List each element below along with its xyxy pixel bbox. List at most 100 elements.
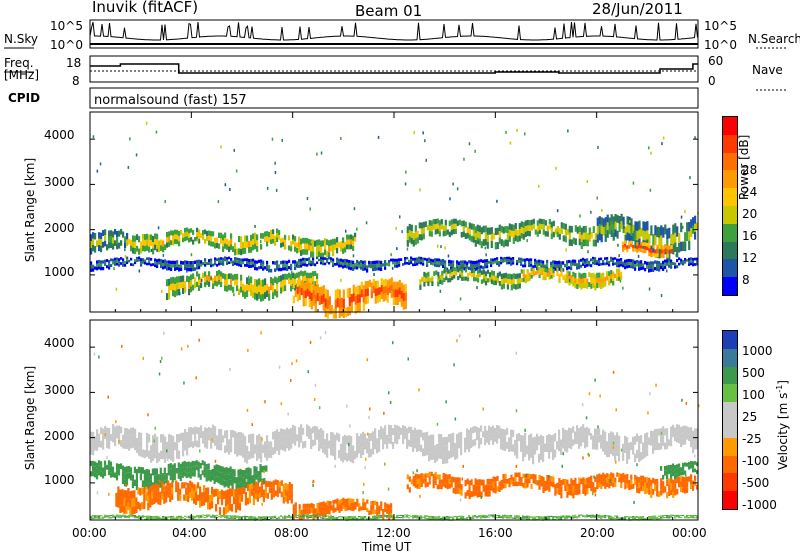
power-cell	[656, 267, 659, 271]
velocity-cell	[245, 474, 248, 482]
velocity-cell	[476, 516, 479, 518]
power-cell	[668, 261, 671, 265]
power-cell	[526, 258, 529, 261]
velocity-cell	[442, 517, 445, 520]
power-cell	[402, 301, 405, 310]
velocity-cell	[232, 516, 235, 518]
power-cell	[452, 223, 455, 229]
velocity-noise	[588, 392, 591, 396]
velocity-cell	[608, 515, 611, 517]
velocity-cell	[212, 515, 215, 517]
velocity-cell	[296, 517, 299, 519]
power-cell	[522, 269, 525, 274]
power-cell	[632, 224, 635, 233]
velocity-cell	[500, 442, 503, 450]
power-cell	[348, 306, 351, 316]
velocity-cell	[215, 476, 218, 483]
velocity-noise	[158, 372, 161, 376]
velocity-cell	[322, 517, 325, 519]
power-cell	[672, 234, 675, 245]
power-noise	[127, 165, 130, 169]
velocity-cell	[310, 516, 313, 518]
velocity-noise	[615, 460, 617, 464]
velocity-cell	[582, 430, 585, 437]
velocity-cell	[514, 447, 517, 456]
velocity-cell	[472, 484, 475, 491]
velocity-cell	[380, 426, 383, 433]
velocity-cell	[372, 509, 375, 515]
power-cell	[654, 267, 657, 271]
velocity-cell	[490, 515, 493, 517]
velocity-cell	[274, 517, 277, 519]
velocity-cell	[278, 517, 281, 519]
power-cell	[210, 264, 213, 268]
velocity-cell	[396, 517, 399, 519]
power-cell	[292, 239, 295, 245]
velocity-cell	[692, 430, 695, 439]
sky-tick-top: 10^5	[50, 19, 83, 33]
velocity-cell	[660, 516, 663, 518]
velocity-cell	[676, 488, 679, 495]
power-cell	[356, 259, 359, 264]
velocity-colorbar-label: Velocity [m s-1]	[775, 380, 790, 470]
power-cell	[222, 260, 225, 263]
velocity-cell	[644, 449, 647, 458]
velocity-cell	[532, 473, 535, 479]
velocity-cell	[686, 462, 689, 467]
velocity-cell	[164, 517, 167, 519]
velocity-cell	[522, 516, 525, 518]
velocity-cell	[382, 428, 385, 436]
power-cell	[512, 224, 515, 231]
power-cell	[546, 225, 549, 232]
velocity-cell	[522, 515, 525, 517]
velocity-cell	[221, 479, 224, 486]
velocity-cell	[272, 517, 275, 519]
power-cell	[354, 286, 357, 296]
power-cell	[692, 260, 695, 264]
velocity-cell	[380, 517, 383, 519]
velocity-cell	[604, 439, 607, 447]
velocity-cell	[598, 478, 601, 483]
power-cell	[412, 257, 415, 261]
velocity-noise	[562, 452, 564, 456]
velocity-cell	[180, 432, 183, 441]
velocity-cell	[478, 479, 481, 486]
power-noise	[396, 247, 398, 251]
velocity-cell	[215, 488, 218, 497]
velocity-cell	[628, 480, 631, 485]
power-cell	[174, 234, 177, 240]
velocity-cell	[145, 475, 148, 483]
velocity-cell	[494, 487, 497, 494]
power-cell	[564, 263, 567, 268]
power-cell	[268, 237, 271, 243]
velocity-cell	[646, 482, 649, 488]
velocity-cell	[111, 466, 115, 472]
power-cell	[230, 258, 233, 261]
velocity-cell	[238, 432, 241, 440]
velocity-cell	[308, 515, 311, 517]
velocity-cell	[188, 434, 191, 442]
freq-tick-8: 8	[72, 74, 80, 88]
velocity-cell	[242, 441, 245, 450]
power-cell	[618, 264, 621, 268]
velocity-cell	[125, 479, 129, 486]
power-cell	[200, 260, 203, 264]
velocity-cell	[117, 500, 120, 508]
power-cell	[398, 264, 401, 267]
power-cell	[370, 264, 373, 269]
power-cell	[314, 303, 317, 313]
power-noise	[320, 151, 323, 155]
velocity-cell	[220, 515, 223, 517]
velocity-cell	[201, 470, 204, 476]
velocity-cell	[103, 465, 107, 471]
velocity-cell	[232, 430, 235, 438]
velocity-noise	[462, 464, 464, 468]
velocity-cell	[478, 427, 481, 435]
velocity-noise	[287, 412, 289, 416]
velocity-cell	[454, 477, 457, 483]
power-cell	[514, 229, 517, 236]
power-cell	[184, 228, 187, 233]
power-cell	[612, 224, 615, 233]
power-cell	[482, 259, 485, 263]
velocity-cell	[492, 516, 495, 518]
